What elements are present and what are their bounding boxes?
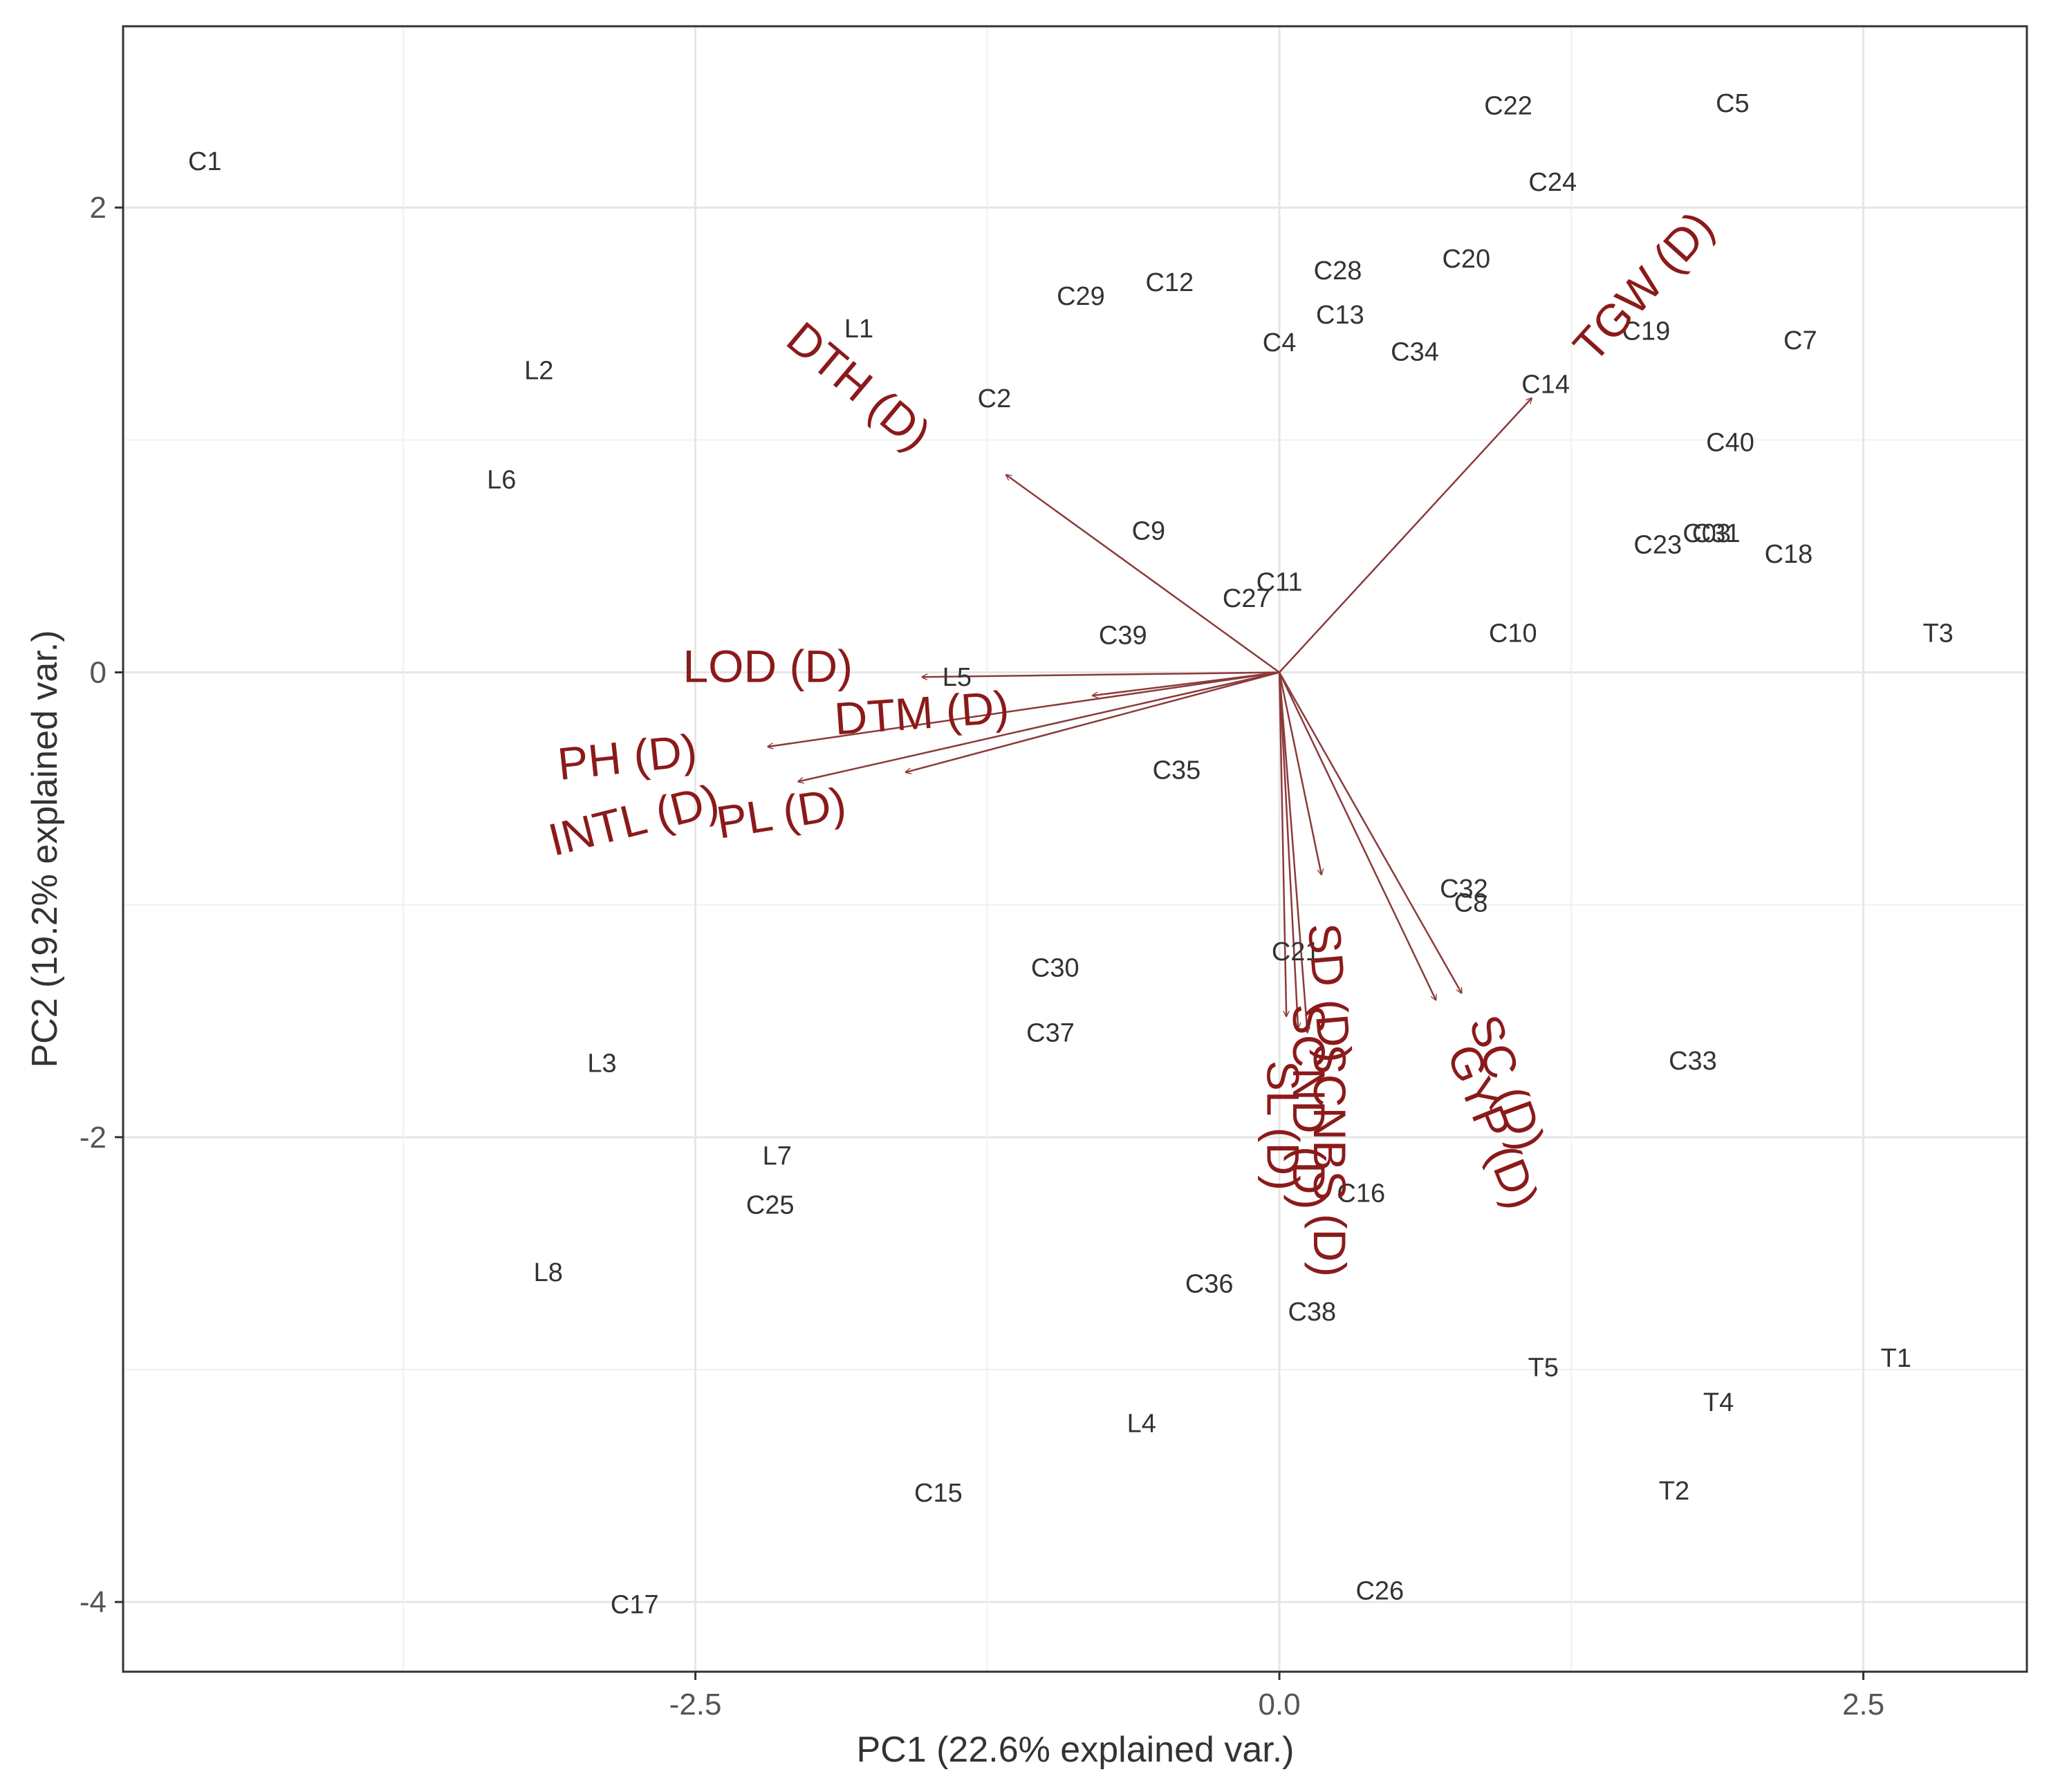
point-label: C10 (1489, 619, 1537, 648)
point-label: C20 (1442, 245, 1490, 274)
point-label: C14 (1521, 371, 1570, 400)
point-label: C15 (914, 1479, 963, 1508)
loading-arrow (1278, 671, 1436, 1000)
point-label: T3 (1922, 619, 1953, 648)
point-label: C1 (188, 147, 222, 176)
point-label: C19 (1622, 317, 1671, 346)
loading-label: SL (D) (1258, 1061, 1309, 1191)
loading-label: SD (D) (1299, 921, 1362, 1064)
loading-arrow (922, 671, 1280, 678)
y-tick-label: -4 (80, 1585, 106, 1619)
point-label: C34 (1391, 338, 1439, 367)
point-label: C23 (1633, 531, 1682, 560)
point-label: C17 (611, 1591, 659, 1620)
loading-arrow (1279, 398, 1532, 673)
point-label: C5 (1716, 89, 1750, 118)
point-label: C37 (1026, 1019, 1075, 1048)
loading-arrow (1278, 672, 1308, 1033)
point-label: C16 (1337, 1179, 1385, 1208)
point-label: C8 (1454, 888, 1488, 917)
point-label: C39 (1099, 622, 1147, 651)
point-label: T1 (1881, 1344, 1911, 1373)
point-label: C26 (1355, 1576, 1404, 1605)
point-label: L4 (1127, 1409, 1156, 1438)
point-label: C11 (1257, 568, 1303, 597)
loading-label: LOD (D) (683, 641, 853, 692)
point-label: C29 (1057, 282, 1105, 311)
y-tick-label: 0 (90, 656, 106, 690)
point-label: C21 (1272, 937, 1320, 967)
point-label: C7 (1783, 326, 1817, 355)
point-label: L8 (534, 1258, 563, 1287)
point-label: L6 (487, 466, 516, 495)
point-label: C13 (1316, 301, 1364, 330)
loading-arrow (768, 671, 1280, 747)
point-label: L7 (763, 1142, 792, 1171)
loading-arrow (1278, 672, 1322, 875)
y-tick-label: -2 (80, 1121, 106, 1155)
loading-label: SCNBS (D) (1304, 1044, 1355, 1277)
y-axis-title: PC2 (19.2% explained var.) (25, 630, 65, 1067)
loading-arrow (1278, 672, 1298, 1028)
point-label: L1 (844, 315, 873, 344)
loading-label: SCND (D) (1283, 1005, 1335, 1210)
loading-arrow (1278, 672, 1286, 1017)
point-label: C25 (746, 1191, 795, 1220)
loading-label: DTM (D) (833, 681, 1010, 744)
point-label: C36 (1185, 1270, 1234, 1299)
point-label: C22 (1484, 91, 1532, 120)
loading-arrow (1006, 475, 1280, 673)
y-tick-label: 2 (90, 191, 106, 225)
loading-arrows (768, 398, 1532, 1033)
point-label: C03 (1682, 519, 1731, 548)
x-tick-label: 2.5 (1842, 1688, 1884, 1721)
point-label: L5 (943, 663, 972, 692)
point-label: C28 (1314, 256, 1362, 286)
point-label: C33 (1669, 1047, 1717, 1076)
point-label: C2 (978, 384, 1012, 413)
grid (123, 26, 2027, 1672)
x-tick-label: 0.0 (1258, 1688, 1300, 1721)
plot-border (122, 25, 2028, 1673)
point-label: L3 (587, 1049, 616, 1078)
point-label: T4 (1703, 1388, 1734, 1417)
x-axis-title: PC1 (22.6% explained var.) (856, 1730, 1294, 1770)
point-label: C18 (1765, 540, 1813, 569)
point-label: C30 (1031, 953, 1079, 982)
point-label: T5 (1528, 1354, 1559, 1383)
point-label: C35 (1153, 756, 1201, 785)
point-label: C12 (1145, 268, 1194, 297)
point-label: C27 (1223, 584, 1271, 613)
score-labels: C1 L2 L6 L1 C2 C29 C12 C4 C28 C13 C34 C20 C22 C24 C5 C1… (188, 89, 1954, 1620)
point-label: C40 (1706, 429, 1754, 458)
plot-background (123, 26, 2027, 1672)
x-tick-label: -2.5 (669, 1688, 722, 1721)
y-axis-ticks: -4 -2 0 2 (80, 191, 123, 1619)
point-label: C9 (1132, 516, 1166, 545)
point-label: C38 (1288, 1298, 1336, 1327)
point-label: L2 (524, 357, 553, 386)
loading-arrow (1278, 671, 1461, 993)
x-axis-ticks: -2.5 0.0 2.5 (669, 1672, 1884, 1721)
point-label: C31 (1692, 519, 1741, 548)
loading-arrow (906, 671, 1280, 773)
point-label: T2 (1659, 1477, 1689, 1506)
point-label: C4 (1263, 328, 1297, 357)
point-label: C24 (1528, 168, 1577, 197)
point-label: C32 (1440, 875, 1488, 904)
loading-arrow (798, 671, 1280, 782)
